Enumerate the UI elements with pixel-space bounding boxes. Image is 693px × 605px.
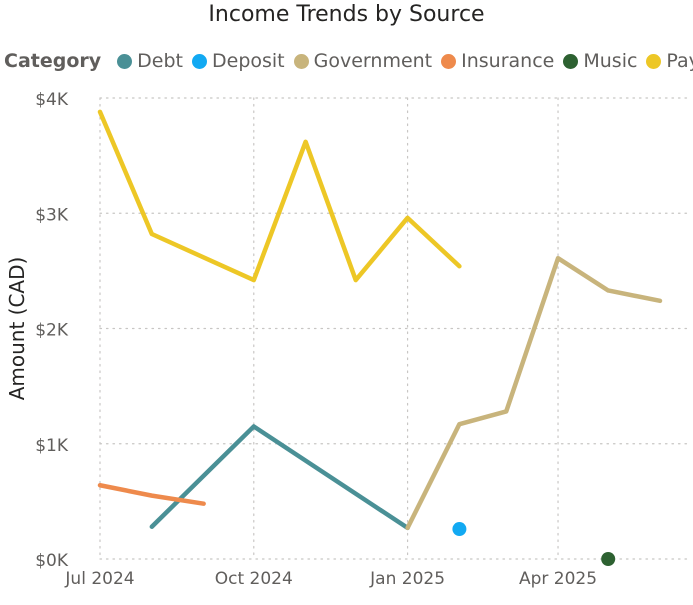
- x-tick-label: Jul 2024: [64, 569, 134, 589]
- legend-item-pay[interactable]: Pay: [646, 50, 693, 72]
- legend-label: Debt: [137, 50, 183, 72]
- y-tick-label: $4K: [35, 90, 69, 110]
- y-tick-label: $2K: [35, 321, 69, 341]
- legend-label: Music: [583, 50, 638, 72]
- series-line-government: [405, 255, 663, 531]
- data-point-music: [601, 552, 616, 566]
- chart-title: Income Trends by Source: [208, 2, 485, 27]
- series-line-pay: [97, 109, 462, 283]
- legend-marker: [563, 53, 579, 69]
- series-line-debt: [149, 424, 410, 531]
- legend: Category Debt Deposit Government Insurance M…: [4, 47, 693, 75]
- legend-item-music[interactable]: Music: [563, 50, 637, 72]
- legend-marker: [293, 53, 309, 69]
- legend-item-government[interactable]: Government: [293, 50, 433, 72]
- series-line-insurance: [97, 482, 206, 506]
- legend-marker: [117, 53, 133, 69]
- legend-marker: [441, 53, 457, 69]
- y-tick-label: $0K: [35, 551, 69, 571]
- legend-item-insurance[interactable]: Insurance: [441, 50, 554, 72]
- y-tick-label: $1K: [35, 436, 69, 456]
- x-tick-label: Jan 2025: [369, 569, 445, 589]
- legend-item-debt[interactable]: Debt: [117, 50, 183, 72]
- x-tick-label: Apr 2025: [519, 569, 597, 589]
- legend-marker: [192, 53, 207, 69]
- legend-label: Insurance: [461, 50, 555, 72]
- y-axis-title: Amount (CAD): [5, 257, 29, 401]
- data-point-deposit: [452, 522, 467, 537]
- legend-marker: [646, 53, 662, 69]
- legend-item-deposit[interactable]: Deposit: [192, 50, 285, 72]
- legend-title: Category: [4, 50, 102, 72]
- legend-label: Deposit: [212, 50, 285, 72]
- y-tick-label: $3K: [35, 205, 69, 225]
- legend-label: Pay: [666, 50, 693, 72]
- x-tick-label: Oct 2024: [215, 569, 293, 589]
- legend-label: Government: [313, 50, 433, 72]
